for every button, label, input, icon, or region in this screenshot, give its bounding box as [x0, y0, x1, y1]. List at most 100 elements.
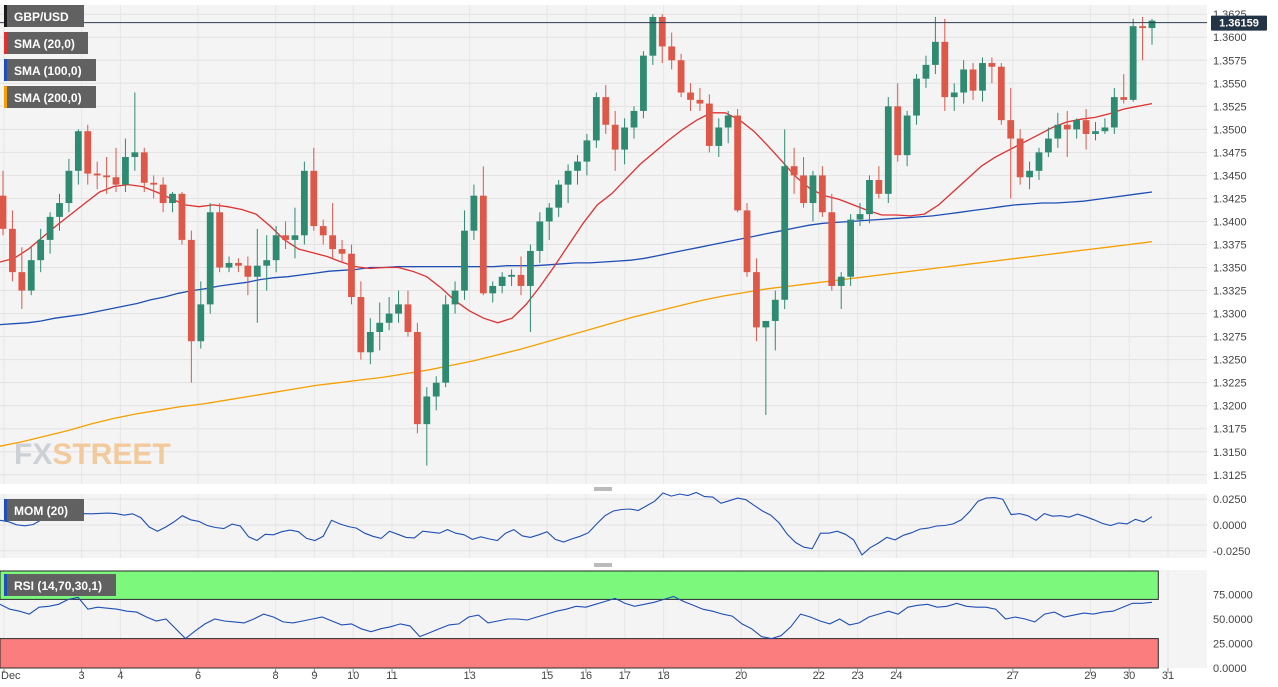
candle-body	[348, 253, 355, 298]
panel-splitter-handle[interactable]	[594, 563, 612, 567]
legend-gbpusd[interactable]: GBP/USD	[4, 5, 84, 27]
candle-body	[376, 322, 384, 333]
candle	[997, 63, 1005, 125]
candle-body	[1016, 138, 1024, 178]
legend-rsi[interactable]: RSI (14,70,30,1)	[4, 574, 116, 596]
candle-body	[414, 332, 421, 425]
candle-body	[225, 262, 233, 268]
candle-body	[705, 103, 713, 146]
x-tick-label: 4	[117, 670, 123, 682]
candle-body	[432, 382, 440, 397]
x-tick-label: 20	[735, 670, 747, 682]
candle	[545, 203, 553, 240]
momentum-axis: 0.0250 0.0000 -0.0250	[1213, 494, 1250, 558]
x-tick-label: 22	[813, 670, 825, 682]
candle	[809, 170, 817, 222]
candle-body	[668, 46, 676, 61]
candle-body	[385, 313, 393, 323]
candle-body	[527, 250, 534, 286]
candle-body	[489, 285, 497, 294]
price-tick-label: 1.3500	[1213, 124, 1247, 136]
candle	[461, 210, 468, 300]
candle	[1026, 161, 1033, 190]
candle	[1016, 129, 1024, 185]
candle	[771, 290, 779, 351]
candle	[1073, 118, 1081, 139]
candle	[856, 203, 864, 227]
candle	[432, 376, 440, 411]
candle-body	[969, 69, 977, 91]
candle	[602, 85, 610, 134]
momentum-path	[0, 491, 1153, 556]
candle	[1045, 127, 1052, 157]
candle-body	[9, 228, 16, 273]
candle	[630, 106, 638, 139]
price-tick-label: 1.3450	[1213, 170, 1247, 182]
legend-sma-200[interactable]: SMA (200,0)	[4, 86, 96, 108]
rsi-axis: 75.0000 50.0000 25.0000 0.0000	[1213, 590, 1253, 676]
candle	[272, 226, 280, 273]
candle	[93, 161, 101, 190]
candle-body	[564, 170, 572, 185]
legend-sma-20[interactable]: SMA (20,0)	[4, 32, 88, 54]
momentum-tick-label: -0.0250	[1213, 546, 1250, 558]
candle-body	[1129, 26, 1137, 100]
candle-body	[65, 170, 73, 204]
rsi-tick-label: 75.0000	[1213, 590, 1253, 602]
rsi-tick-label: 50.0000	[1213, 614, 1253, 626]
x-tick-label: 29	[1084, 670, 1096, 682]
x-tick-label: 15	[541, 670, 553, 682]
candle-body	[583, 140, 591, 162]
price-tick-label: 1.3325	[1213, 286, 1247, 298]
candle-body	[244, 265, 252, 277]
candle	[705, 94, 713, 153]
legend-label: SMA (100,0)	[14, 64, 82, 78]
candle	[724, 110, 732, 144]
panel-splitter-handle[interactable]	[594, 487, 612, 491]
svg-text:1.36159: 1.36159	[1219, 18, 1259, 30]
candle-body	[781, 166, 789, 300]
legend-label: MOM (20)	[14, 504, 68, 518]
candle-body	[74, 131, 82, 171]
candle	[489, 281, 497, 303]
candle	[56, 193, 63, 231]
candle	[46, 212, 54, 254]
rsi-zones	[0, 570, 1159, 669]
candle	[442, 295, 450, 388]
candle	[677, 53, 685, 98]
candle-body	[1092, 131, 1099, 134]
candle	[1082, 109, 1090, 150]
legend-label: SMA (200,0)	[14, 91, 82, 105]
candle-body	[112, 177, 120, 185]
legend-sma-100[interactable]: SMA (100,0)	[4, 59, 96, 81]
candle	[329, 203, 337, 259]
candle-body	[197, 304, 205, 342]
candle-body	[875, 180, 883, 194]
candle-body	[574, 161, 581, 171]
candle-body	[950, 92, 958, 98]
candle	[404, 290, 412, 337]
candle	[395, 290, 402, 323]
candle-body	[423, 396, 431, 425]
candle-body	[338, 249, 346, 254]
rsi-tick-label: 25.0000	[1213, 639, 1253, 651]
price-tick-label: 1.3550	[1213, 78, 1247, 90]
candle-body	[18, 272, 26, 291]
candle	[74, 129, 82, 185]
candle-body	[941, 41, 949, 98]
candle	[884, 97, 892, 204]
momentum-grid	[0, 498, 1207, 552]
candle-body	[743, 210, 751, 273]
candle	[762, 320, 770, 415]
price-axis: 1.36251.36001.35751.35501.35251.35001.34…	[1213, 9, 1247, 482]
candle-body	[1139, 26, 1146, 29]
candle	[950, 83, 958, 111]
candle	[1101, 118, 1109, 134]
candle	[18, 247, 26, 309]
overbought-zone	[0, 570, 1159, 600]
candle-body	[866, 180, 873, 215]
candle	[112, 147, 120, 192]
legend-momentum[interactable]: MOM (20)	[4, 499, 84, 521]
candle	[931, 16, 939, 75]
